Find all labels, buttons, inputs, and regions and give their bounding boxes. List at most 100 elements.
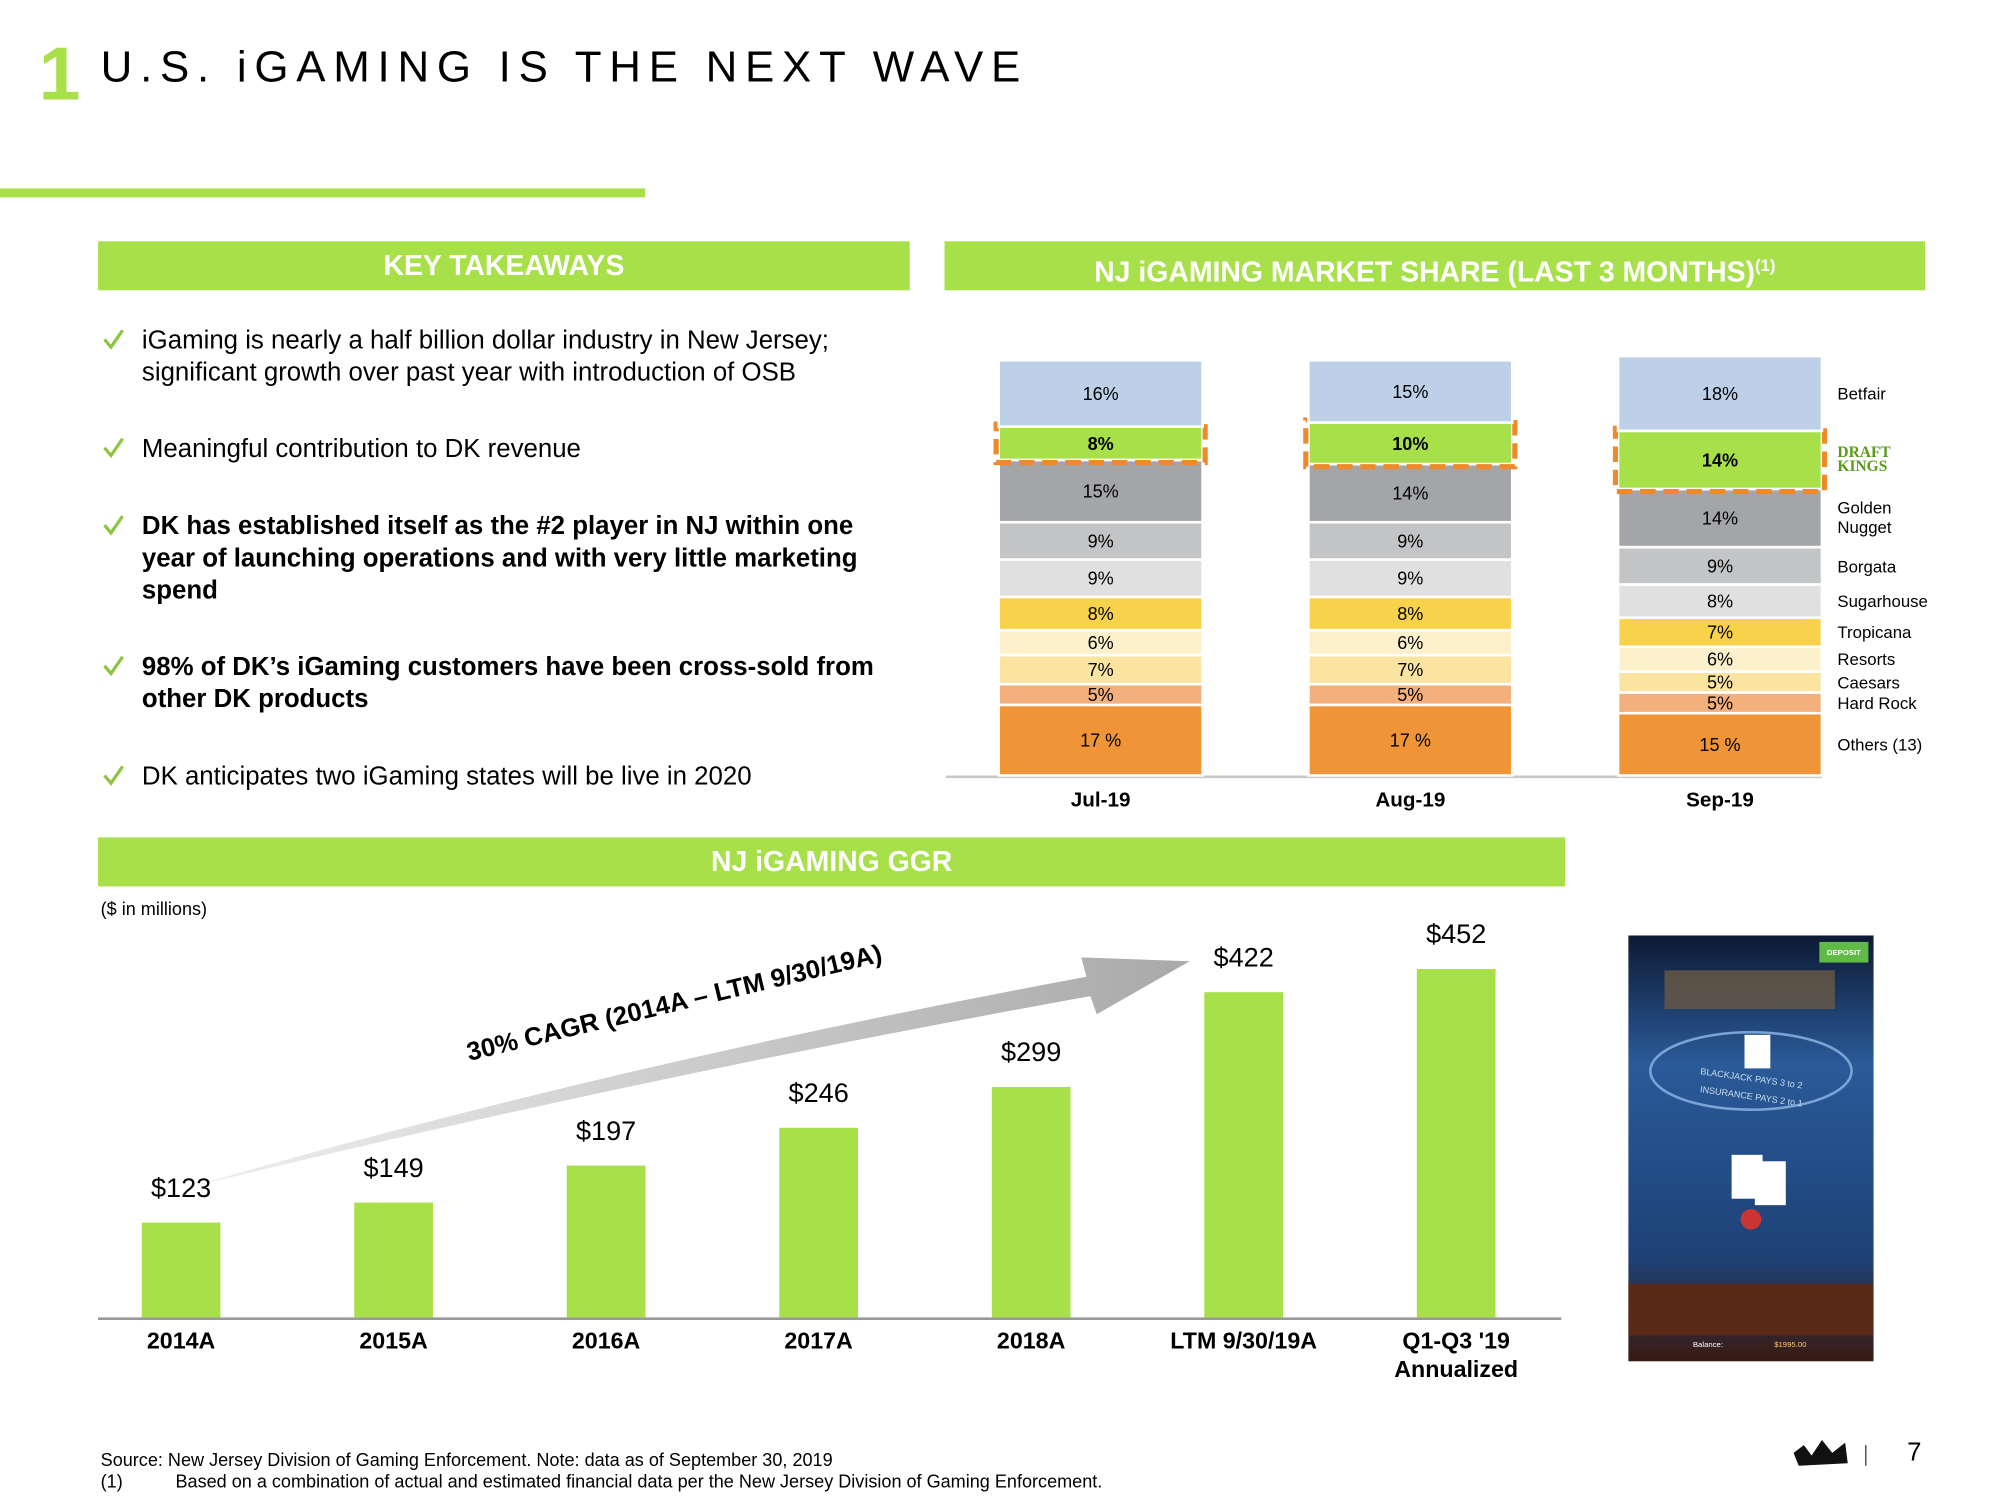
legend-label: Betfair	[1837, 383, 1886, 404]
ggr-header: NJ iGAMING GGR	[98, 837, 1566, 887]
bar-segment	[997, 458, 1204, 524]
x-tick-label: Sep-19	[1686, 789, 1754, 812]
bar	[1204, 992, 1284, 1318]
bar-segment	[1616, 545, 1824, 586]
bar	[1416, 969, 1496, 1318]
cagr-arrow	[180, 957, 1190, 1190]
legend-label: Resorts	[1837, 649, 1896, 669]
bar-segment	[1307, 558, 1514, 599]
legend-label: DRAFT KINGS	[1837, 443, 1891, 476]
bar	[779, 1127, 858, 1318]
bar-segment	[997, 703, 1204, 777]
check-mark	[103, 329, 124, 350]
data-label: 18%	[1702, 384, 1738, 404]
check-mark	[103, 437, 124, 459]
x-tick-label: 2014A	[146, 1327, 216, 1354]
data-label: 14%	[1702, 509, 1738, 529]
check-mark	[103, 765, 124, 786]
x-tick-label: Aug-19	[1375, 789, 1446, 812]
data-label: 5%	[1088, 685, 1114, 705]
data-label: 8%	[1707, 592, 1733, 612]
data-label: $422	[1214, 941, 1274, 972]
legend-label: Tropicana	[1837, 622, 1912, 642]
data-label: 15%	[1083, 482, 1119, 502]
data-label: $123	[151, 1172, 211, 1203]
bar-segment	[1307, 653, 1514, 686]
page-number: 7	[1907, 1438, 1922, 1468]
data-label: 8%	[1397, 604, 1423, 624]
takeaway: DK anticipates two iGaming states will b…	[141, 762, 752, 791]
x-tick-label: 2015A	[359, 1327, 428, 1354]
deposit-text: DEPOSIT	[1827, 948, 1861, 957]
deposit-button	[1819, 941, 1869, 963]
bar-segment	[1307, 462, 1514, 524]
takeaway: DK has established itself as the #2 play…	[141, 512, 858, 606]
data-label: 8%	[1088, 604, 1114, 624]
data-label: 5%	[1707, 673, 1733, 693]
legend-label: Borgata	[1837, 556, 1897, 576]
data-label: 9%	[1707, 556, 1733, 576]
data-label: 9%	[1397, 531, 1423, 551]
data-label: 9%	[1088, 569, 1114, 589]
bar-segment	[997, 520, 1204, 561]
data-label: 6%	[1397, 633, 1423, 653]
share-title: NJ iGAMING MARKET SHARE (LAST 3 MONTHS)	[1094, 255, 1755, 288]
data-label: 17 %	[1390, 731, 1431, 751]
data-label: 6%	[1707, 650, 1733, 670]
share-header: NJ iGAMING MARKET SHARE (LAST 3 MONTHS)(…	[944, 241, 1926, 291]
takeaway: 98% of DK’s iGaming customers have been …	[141, 652, 874, 714]
check-mark	[103, 515, 124, 536]
data-label: 17 %	[1080, 731, 1121, 751]
share-title-note: (1)	[1754, 255, 1776, 275]
brand-logo	[1793, 1439, 1848, 1466]
bar-segment	[1307, 703, 1514, 777]
bar-segment	[1307, 358, 1514, 424]
bar-segment	[997, 358, 1204, 429]
x-tick-label: Jul-19	[1070, 789, 1131, 812]
slide-title: U.S. iGAMING IS THE NEXT WAVE	[100, 42, 1029, 92]
legend-label: Hard Rock	[1837, 693, 1917, 713]
ggr-subtitle: ($ in millions)	[100, 898, 208, 919]
footnote-source: Source: New Jersey Division of Gaming En…	[100, 1449, 833, 1470]
x-tick-label: Q1-Q3 '19 Annualized	[1394, 1327, 1519, 1382]
bar-segment	[1616, 354, 1824, 433]
x-tick-label: 2018A	[996, 1327, 1066, 1354]
bar-segment	[1616, 583, 1824, 619]
check-mark	[103, 655, 124, 677]
data-label: 10%	[1392, 434, 1428, 454]
app-screenshot: DEPOSIT BLACKJACK PAYS 3 to 2 INSURANCE …	[1628, 935, 1874, 1362]
data-label: 8%	[1088, 434, 1114, 454]
data-label: 5%	[1397, 685, 1423, 705]
bar	[141, 1222, 221, 1318]
bar-segment	[997, 653, 1204, 686]
legend-label: Golden Nugget	[1837, 498, 1892, 538]
data-label: 7%	[1707, 623, 1733, 643]
data-label: $197	[576, 1115, 636, 1146]
data-label: 7%	[1397, 660, 1423, 680]
bar-segment	[997, 628, 1204, 657]
takeaway: iGaming is nearly a half billion dollar …	[141, 326, 829, 388]
bar	[991, 1086, 1071, 1318]
balance-value: $1995.00	[1774, 1340, 1806, 1349]
data-label: 14%	[1702, 450, 1738, 470]
data-label: 14%	[1392, 484, 1428, 504]
data-label: $452	[1426, 918, 1486, 949]
data-label: 15%	[1392, 382, 1428, 402]
data-label: 6%	[1088, 633, 1114, 653]
x-tick-label: 2017A	[784, 1327, 853, 1354]
bar-segment	[1616, 487, 1824, 549]
data-label: $299	[1001, 1036, 1061, 1067]
data-label: 15 %	[1699, 735, 1740, 755]
data-label: $149	[363, 1152, 423, 1183]
footnote-marker: (1)	[100, 1470, 123, 1492]
data-label: 5%	[1707, 693, 1733, 713]
bar-segment	[1307, 520, 1514, 561]
accent-rule	[0, 188, 646, 198]
legend-label: Others (13)	[1837, 734, 1923, 755]
x-tick-label: LTM 9/30/19A	[1170, 1327, 1318, 1354]
data-label: 9%	[1397, 569, 1423, 589]
bar-segment	[1307, 595, 1514, 632]
data-label: $246	[789, 1077, 849, 1108]
data-label: 7%	[1088, 660, 1114, 680]
